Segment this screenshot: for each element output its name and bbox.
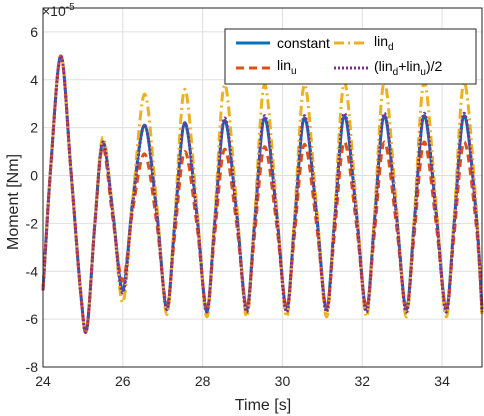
x-tick-label: 34 [434,373,450,389]
x-axis-label: Time [s] [235,397,291,414]
series-line-avg [41,54,484,334]
x-tick-label: 24 [35,373,51,389]
y-tick-label: -8 [26,359,39,375]
y-tick-label: 2 [30,120,38,136]
x-tick-label: 30 [275,373,291,389]
axes-box [42,7,483,368]
legend-label-avg: (lind+linu)/2 [374,58,443,78]
exponent-base: ×10 [42,3,66,19]
legend-label-lin-u: linu [277,57,297,77]
legend-box [224,28,477,85]
y-tick-label: 4 [30,72,38,88]
exponent-power: -5 [66,2,75,13]
x-tick-label: 32 [354,373,370,389]
y-tick-label: 0 [30,168,38,184]
y-tick-label: -6 [26,311,39,327]
legend: constant lind linu (lind+linu)/2 [224,28,477,85]
series-lines [41,54,484,334]
x-tick-label: 28 [195,373,211,389]
y-tick-label: -4 [26,263,39,279]
series-line-lin-u [41,54,484,334]
exponent-label: ×10-5 [42,2,75,19]
x-tick-label: 26 [115,373,131,389]
y-tick-label: -2 [26,215,39,231]
y-tick-label: 6 [30,24,38,40]
y-axis-label: Moment [Nm] [5,154,22,250]
legend-label-constant: constant [277,35,330,51]
legend-label-lin-d: lind [374,33,394,53]
